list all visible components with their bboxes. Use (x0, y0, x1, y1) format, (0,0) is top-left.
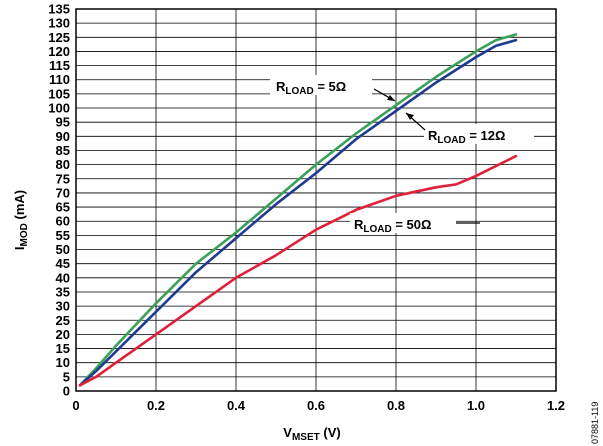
x-axis-title: VMSET (V) (283, 425, 340, 443)
annotation-rload-50: RLOAD = 50Ω (350, 213, 480, 235)
y-tick-label: 75 (56, 171, 70, 186)
annotation-rload-12: RLOAD = 12Ω (405, 112, 534, 146)
y-tick-label: 20 (56, 327, 70, 342)
x-tick-label: 1.0 (467, 398, 485, 413)
svg-text:RLOAD = 12Ω: RLOAD = 12Ω (428, 128, 505, 146)
y-tick-label: 130 (48, 16, 70, 31)
y-tick-label: 105 (48, 86, 70, 101)
y-tick-label: 30 (56, 299, 70, 314)
y-tick-label: 90 (56, 129, 70, 144)
y-tick-label: 100 (48, 101, 70, 116)
x-tick-label: 0.4 (227, 398, 246, 413)
y-tick-label: 35 (56, 284, 70, 299)
x-tick-labels: 0 0.2 0.4 0.6 0.8 1.0 1.2 (72, 398, 565, 413)
y-tick-label: 110 (49, 72, 70, 87)
arrowhead-12 (406, 113, 414, 120)
y-tick-label: 125 (48, 30, 70, 45)
y-tick-label: 15 (56, 341, 70, 356)
y-tick-label: 65 (56, 200, 70, 215)
y-tick-label: 55 (56, 228, 70, 243)
x-tick-label: 0.6 (307, 398, 325, 413)
series-lines (78, 33, 518, 387)
y-axis-title: IMOD (mA) (12, 190, 30, 250)
series-line-1 (78, 38, 518, 387)
y-tick-label: 120 (48, 44, 70, 59)
svg-text:RLOAD = 5Ω: RLOAD = 5Ω (276, 79, 346, 97)
y-tick-label: 0 (63, 384, 70, 399)
y-tick-label: 135 (48, 2, 70, 17)
y-tick-label: 25 (56, 313, 70, 328)
figure-id: 07881-119 (590, 402, 600, 444)
x-tick-label: 0 (72, 398, 79, 413)
y-tick-label: 80 (56, 157, 70, 172)
plot-area (75, 8, 557, 392)
y-tick-label: 45 (56, 256, 70, 271)
svg-text:RLOAD = 50Ω: RLOAD = 50Ω (354, 217, 431, 235)
y-tick-label: 115 (49, 58, 70, 73)
y-tick-label: 40 (56, 270, 70, 285)
series-line-0 (78, 33, 518, 387)
y-tick-label: 95 (56, 115, 70, 130)
y-tick-label: 10 (56, 355, 70, 370)
x-tick-label: 1.2 (547, 398, 565, 413)
grid (76, 9, 556, 391)
y-tick-label: 85 (56, 143, 70, 158)
y-tick-label: 70 (56, 185, 70, 200)
y-tick-labels: 0510152025303540455055606570758085909510… (48, 2, 70, 399)
y-tick-label: 50 (56, 242, 70, 257)
y-tick-label: 60 (56, 214, 70, 229)
series-line-2 (78, 154, 518, 387)
x-tick-label: 0.2 (147, 398, 165, 413)
arrowhead-5 (387, 95, 395, 101)
annotation-rload-5: RLOAD = 5Ω (270, 75, 396, 102)
x-tick-label: 0.8 (387, 398, 405, 413)
y-tick-label: 5 (63, 369, 70, 384)
